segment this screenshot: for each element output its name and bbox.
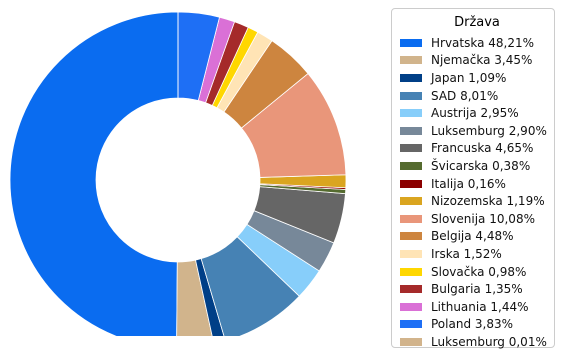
donut-slices: [10, 12, 346, 336]
legend-label: Japan 1,09%: [431, 71, 506, 85]
legend-swatch: [400, 74, 422, 82]
legend-label: Bulgaria 1,35%: [431, 282, 523, 296]
legend-item: Slovenija 10,08%: [400, 210, 554, 228]
legend-item: Irska 1,52%: [400, 245, 554, 263]
legend-title: Država: [400, 15, 554, 31]
legend-item: Italija 0,16%: [400, 175, 554, 193]
donut-slice: [10, 12, 178, 336]
legend-item: Švicarska 0,38%: [400, 157, 554, 175]
legend-swatch: [400, 320, 422, 328]
legend-label: Njemačka 3,45%: [431, 53, 532, 67]
legend-item: Belgija 4,48%: [400, 228, 554, 246]
legend-label: Irska 1,52%: [431, 247, 502, 261]
legend-swatch: [400, 285, 422, 293]
legend-label: Hrvatska 48,21%: [431, 36, 534, 50]
legend-swatch: [400, 127, 422, 135]
legend-item: SAD 8,01%: [400, 87, 554, 105]
legend-label: Poland 3,83%: [431, 317, 513, 331]
legend-item: Bulgaria 1,35%: [400, 280, 554, 298]
legend-swatch: [400, 180, 422, 188]
legend-item: Hrvatska 48,21%: [400, 34, 554, 52]
legend-label: Belgija 4,48%: [431, 229, 514, 243]
legend-swatch: [400, 268, 422, 276]
legend-item: Njemačka 3,45%: [400, 52, 554, 70]
legend: Država Hrvatska 48,21% Njemačka 3,45% Japa…: [391, 8, 555, 348]
legend-label: Luksemburg 0,01%: [431, 335, 547, 349]
legend-swatch: [400, 92, 422, 100]
legend-swatch: [400, 109, 422, 117]
legend-label: Slovenija 10,08%: [431, 212, 535, 226]
legend-items: Hrvatska 48,21% Njemačka 3,45% Japan 1,09%…: [400, 34, 554, 351]
legend-label: Lithuania 1,44%: [431, 300, 529, 314]
legend-item: Francuska 4,65%: [400, 140, 554, 158]
legend-swatch: [400, 215, 422, 223]
legend-swatch: [400, 197, 422, 205]
legend-item: Nizozemska 1,19%: [400, 192, 554, 210]
legend-item: Japan 1,09%: [400, 69, 554, 87]
legend-label: Slovačka 0,98%: [431, 265, 526, 279]
legend-label: SAD 8,01%: [431, 89, 498, 103]
legend-item: Austrija 2,95%: [400, 104, 554, 122]
legend-swatch: [400, 144, 422, 152]
legend-swatch: [400, 250, 422, 258]
legend-item: Slovačka 0,98%: [400, 263, 554, 281]
legend-swatch: [400, 303, 422, 311]
legend-item: Luksemburg 2,90%: [400, 122, 554, 140]
legend-label: Francuska 4,65%: [431, 141, 533, 155]
legend-label: Italija 0,16%: [431, 177, 506, 191]
legend-swatch: [400, 56, 422, 64]
legend-item: Poland 3,83%: [400, 316, 554, 334]
legend-swatch: [400, 162, 422, 170]
legend-label: Nizozemska 1,19%: [431, 194, 545, 208]
legend-label: Luksemburg 2,90%: [431, 124, 547, 138]
legend-item: Lithuania 1,44%: [400, 298, 554, 316]
legend-label: Švicarska 0,38%: [431, 159, 530, 173]
legend-label: Austrija 2,95%: [431, 106, 519, 120]
legend-swatch: [400, 232, 422, 240]
legend-swatch: [400, 338, 422, 346]
legend-swatch: [400, 39, 422, 47]
